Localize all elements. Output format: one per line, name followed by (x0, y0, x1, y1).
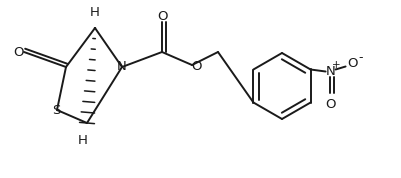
Text: O: O (347, 57, 358, 70)
Text: -: - (358, 51, 363, 64)
Text: +: + (332, 61, 341, 70)
Text: N: N (326, 65, 336, 78)
Text: O: O (158, 11, 168, 23)
Text: H: H (78, 134, 88, 146)
Text: O: O (325, 98, 336, 111)
Text: O: O (14, 46, 24, 59)
Text: H: H (90, 7, 100, 20)
Text: N: N (117, 61, 127, 74)
Text: S: S (52, 103, 60, 116)
Text: O: O (192, 59, 202, 72)
